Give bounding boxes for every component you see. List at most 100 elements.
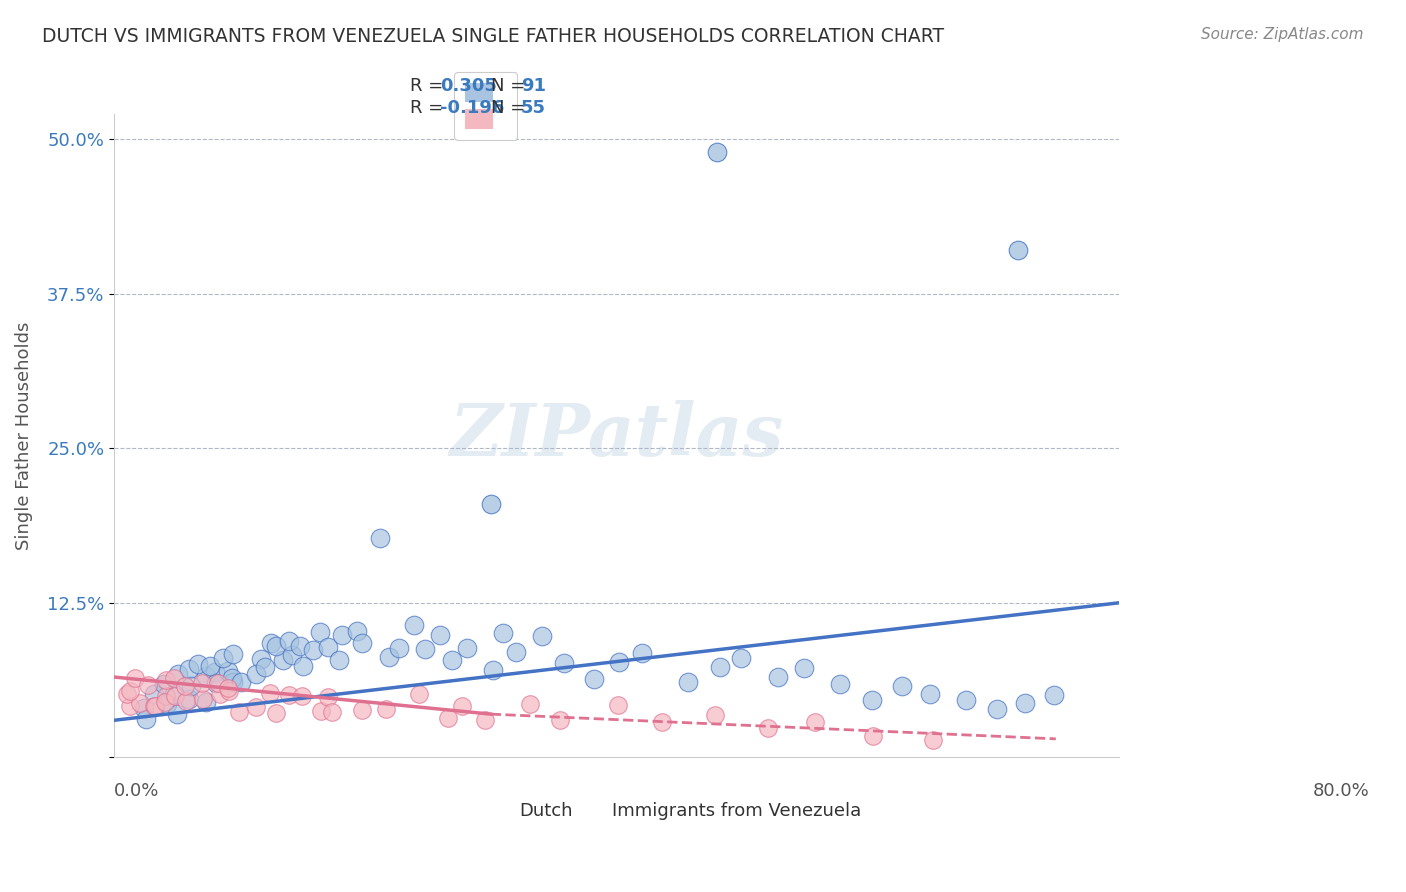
- Immigrants from Venezuela: [451, 699, 474, 714]
- Dutch: [195, 669, 218, 683]
- Dutch: [179, 661, 201, 675]
- Point: [479, 497, 502, 511]
- Bar: [485, 789, 516, 812]
- Immigrants from Venezuela: [136, 678, 159, 692]
- Immigrants from Venezuela: [316, 690, 339, 705]
- Dutch: [378, 650, 401, 665]
- Immigrants from Venezuela: [548, 713, 571, 727]
- Dutch: [153, 677, 176, 691]
- Dutch: [440, 653, 463, 667]
- Immigrants from Venezuela: [278, 688, 301, 702]
- Text: Immigrants from Venezuela: Immigrants from Venezuela: [612, 803, 862, 821]
- Dutch: [135, 712, 157, 726]
- Immigrants from Venezuela: [163, 690, 186, 704]
- Dutch: [1043, 689, 1066, 703]
- Dutch: [328, 652, 350, 666]
- Y-axis label: Single Father Households: Single Father Households: [15, 322, 32, 550]
- Dutch: [553, 657, 575, 671]
- Dutch: [482, 663, 505, 677]
- Text: 0.0%: 0.0%: [114, 782, 159, 800]
- Dutch: [264, 639, 287, 653]
- Dutch: [163, 687, 186, 701]
- Dutch: [766, 670, 789, 684]
- Dutch: [1014, 696, 1036, 710]
- Text: 55: 55: [520, 99, 546, 117]
- Text: 0.305: 0.305: [440, 77, 498, 95]
- Immigrants from Venezuela: [209, 687, 232, 701]
- Dutch: [245, 666, 267, 681]
- Dutch: [260, 636, 283, 650]
- Immigrants from Venezuela: [117, 687, 139, 701]
- Immigrants from Venezuela: [259, 686, 281, 700]
- Immigrants from Venezuela: [163, 671, 186, 685]
- Immigrants from Venezuela: [437, 711, 460, 725]
- Dutch: [582, 672, 605, 686]
- Immigrants from Venezuela: [606, 698, 628, 713]
- Dutch: [429, 628, 451, 642]
- Dutch: [302, 642, 325, 657]
- Dutch: [986, 702, 1008, 716]
- Dutch: [609, 655, 631, 669]
- Text: Source: ZipAtlas.com: Source: ZipAtlas.com: [1201, 27, 1364, 42]
- Dutch: [308, 625, 330, 640]
- Dutch: [290, 639, 312, 653]
- Dutch: [166, 706, 188, 721]
- Immigrants from Venezuela: [474, 713, 496, 727]
- Immigrants from Venezuela: [245, 699, 267, 714]
- Dutch: [143, 687, 166, 701]
- Text: N =: N =: [491, 77, 530, 95]
- Text: R =: R =: [411, 99, 450, 117]
- Immigrants from Venezuela: [321, 705, 343, 719]
- Dutch: [891, 679, 914, 693]
- Immigrants from Venezuela: [704, 708, 727, 723]
- Dutch: [316, 640, 339, 654]
- Dutch: [346, 624, 368, 638]
- Text: 91: 91: [520, 77, 546, 95]
- Dutch: [177, 692, 200, 706]
- Dutch: [631, 646, 654, 660]
- Dutch: [955, 693, 977, 707]
- Immigrants from Venezuela: [143, 698, 166, 713]
- Immigrants from Venezuela: [207, 675, 229, 690]
- Dutch: [388, 640, 411, 655]
- Immigrants from Venezuela: [129, 696, 152, 710]
- Dutch: [368, 531, 391, 545]
- Point: [1007, 244, 1029, 258]
- Immigrants from Venezuela: [804, 715, 827, 730]
- Immigrants from Venezuela: [190, 675, 212, 690]
- Immigrants from Venezuela: [120, 684, 142, 698]
- Text: -0.196: -0.196: [440, 99, 505, 117]
- Immigrants from Venezuela: [309, 704, 332, 718]
- Dutch: [709, 660, 731, 674]
- Text: Dutch: Dutch: [519, 803, 572, 821]
- Dutch: [187, 657, 209, 672]
- Dutch: [204, 665, 226, 679]
- Immigrants from Venezuela: [228, 705, 250, 719]
- Dutch: [180, 679, 202, 693]
- Immigrants from Venezuela: [291, 690, 314, 704]
- Dutch: [676, 674, 699, 689]
- Immigrants from Venezuela: [218, 683, 240, 698]
- Immigrants from Venezuela: [519, 698, 541, 712]
- Immigrants from Venezuela: [350, 703, 373, 717]
- Dutch: [277, 634, 299, 648]
- Dutch: [198, 659, 221, 673]
- Dutch: [229, 675, 252, 690]
- Immigrants from Venezuela: [124, 671, 146, 685]
- Dutch: [352, 636, 374, 650]
- Dutch: [793, 661, 815, 675]
- Immigrants from Venezuela: [408, 687, 430, 701]
- Immigrants from Venezuela: [174, 694, 197, 708]
- Dutch: [134, 701, 156, 715]
- Dutch: [221, 671, 243, 685]
- Dutch: [250, 651, 273, 665]
- Dutch: [918, 687, 941, 701]
- Immigrants from Venezuela: [375, 702, 398, 716]
- Dutch: [492, 625, 515, 640]
- Immigrants from Venezuela: [155, 695, 177, 709]
- Dutch: [830, 677, 852, 691]
- Immigrants from Venezuela: [217, 681, 239, 695]
- Dutch: [222, 648, 245, 662]
- Text: ZIPatlas: ZIPatlas: [450, 401, 783, 471]
- Dutch: [254, 660, 277, 674]
